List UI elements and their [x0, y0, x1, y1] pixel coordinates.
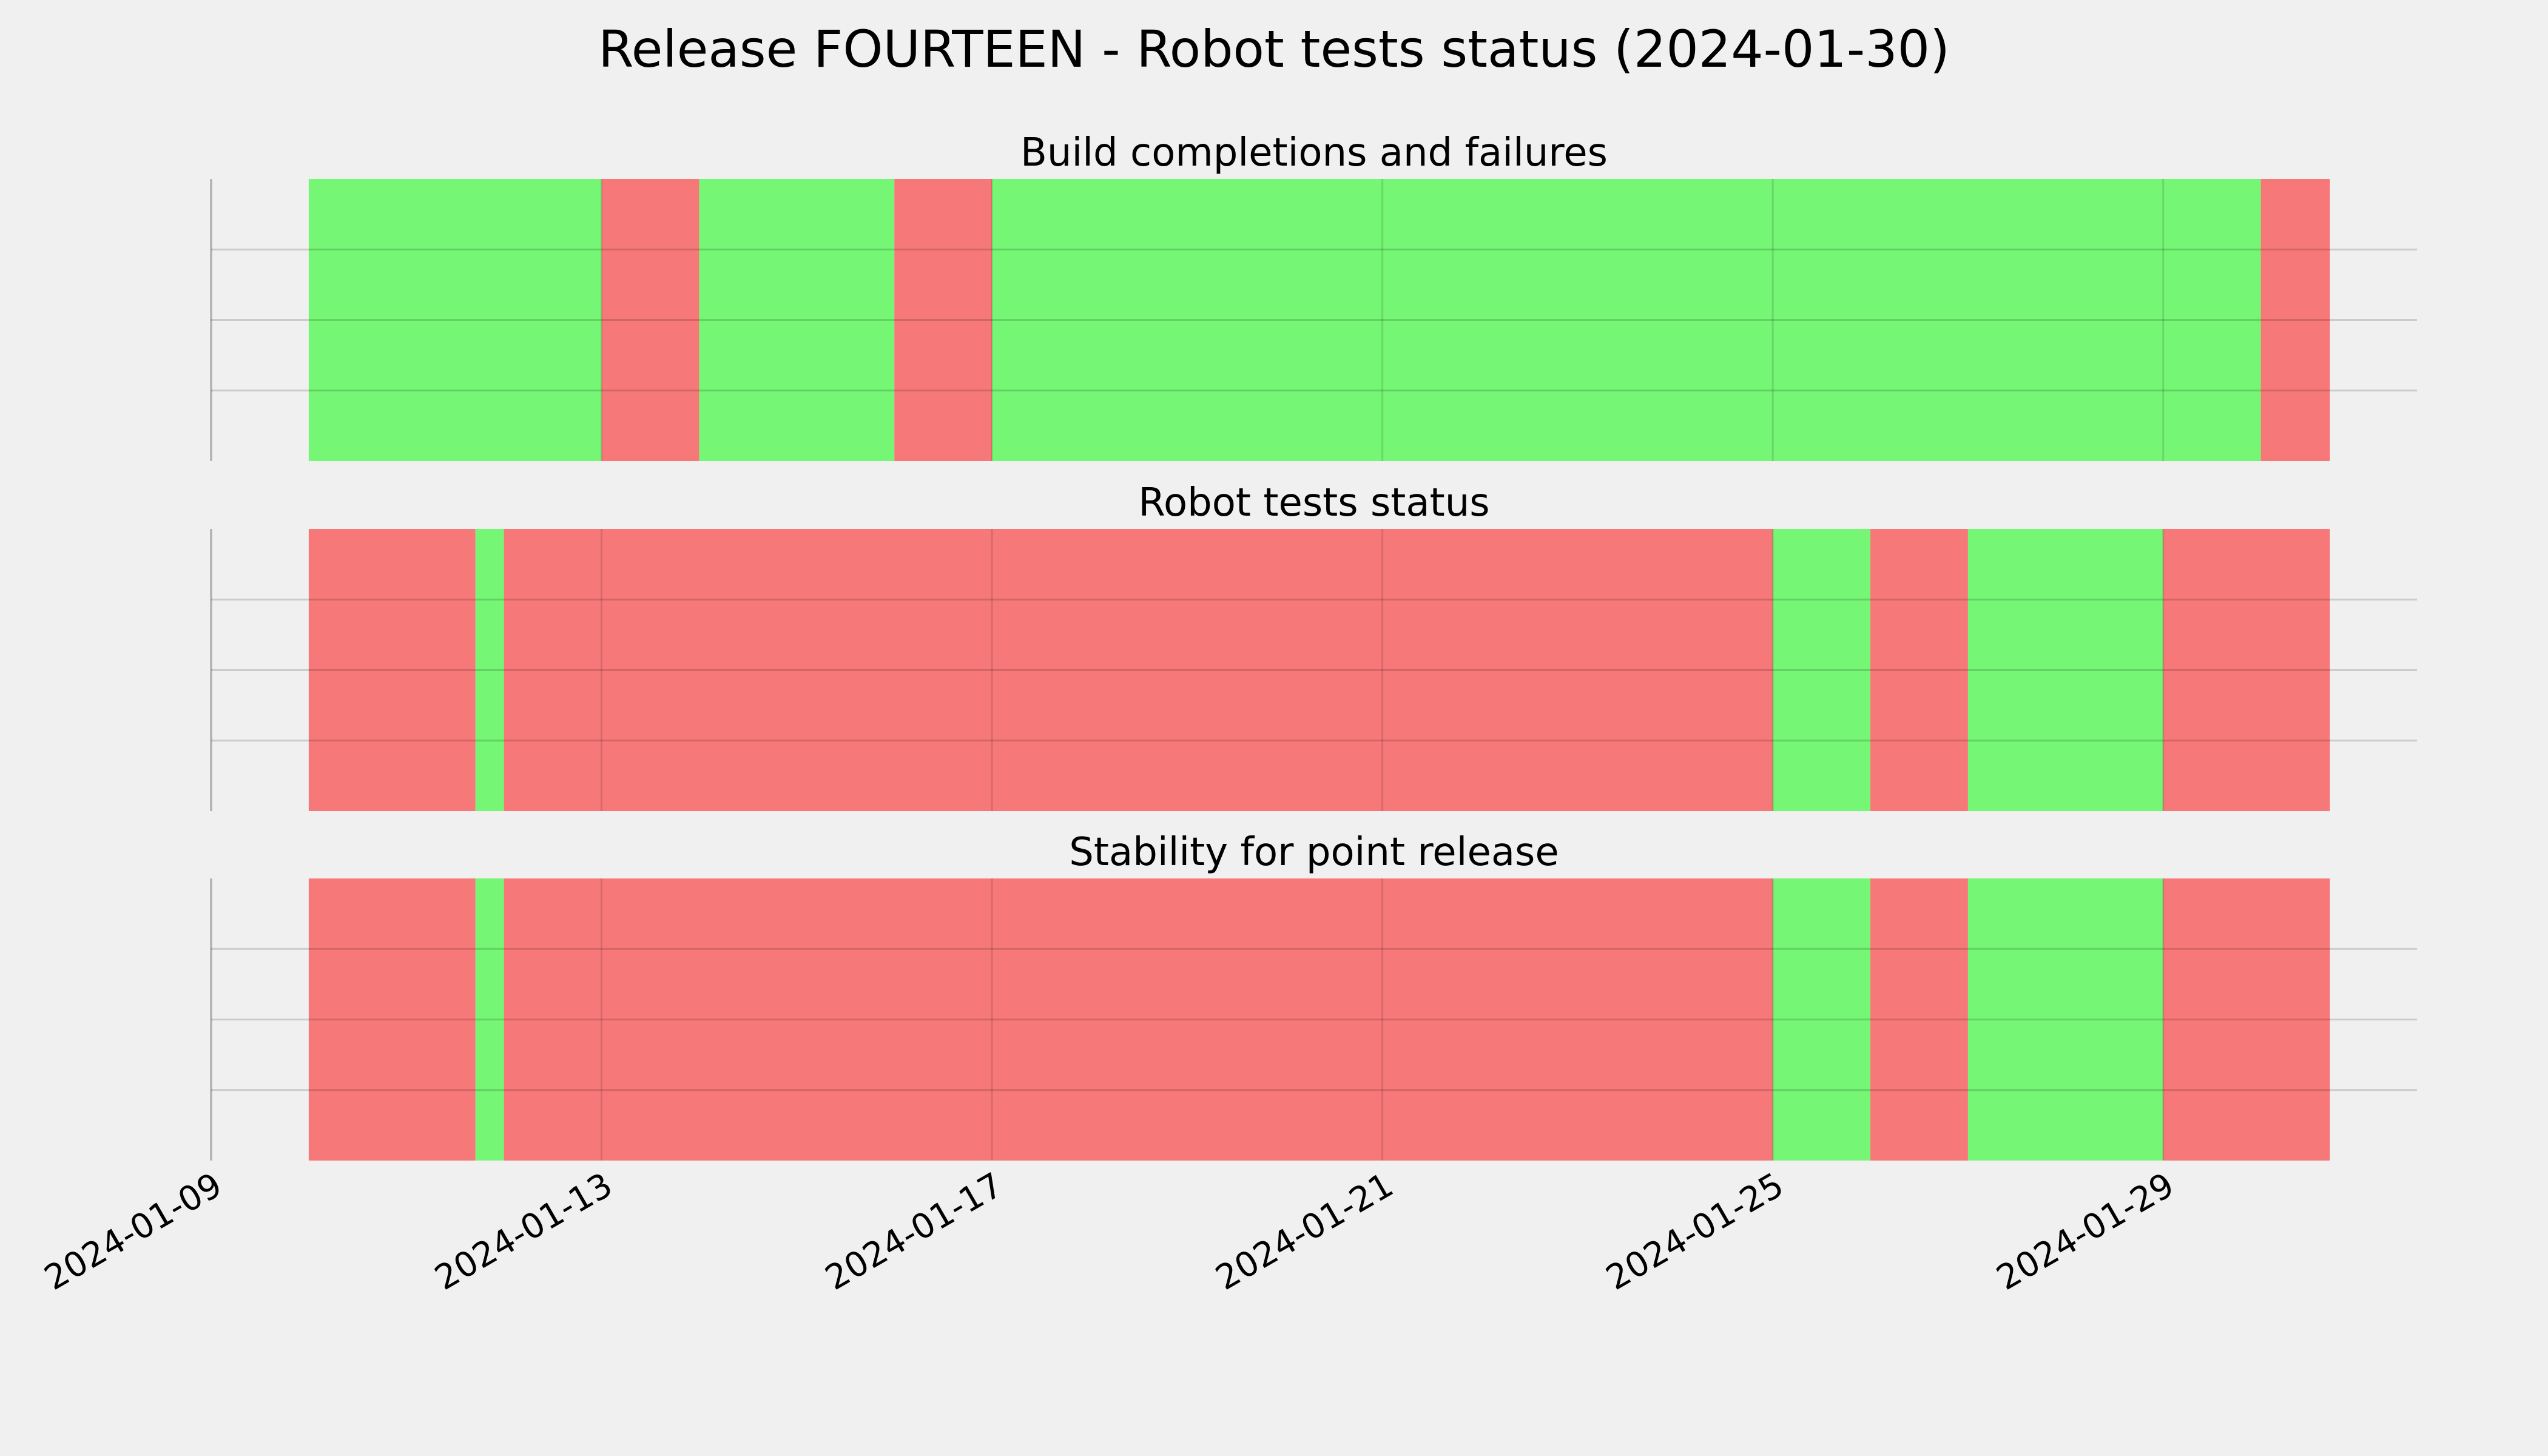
panel-title: Stability for point release: [1069, 830, 1559, 875]
status-segment-fail: [601, 179, 699, 461]
status-segment-fail: [1870, 878, 1968, 1161]
status-segment-fail: [2260, 179, 2330, 461]
status-segment-fail: [1870, 529, 1968, 811]
panel-title: Build completions and failures: [1020, 130, 1608, 175]
status-segment-pass: [1773, 529, 1871, 811]
status-segment-fail: [308, 878, 476, 1161]
panel-2: Robot tests status: [210, 480, 2417, 811]
panel-title: Robot tests status: [1138, 480, 1489, 525]
status-segment-pass: [699, 179, 895, 461]
status-segment-fail: [894, 179, 993, 461]
panels-group: Build completions and failures Robot test…: [210, 130, 2417, 1161]
status-segment-fail: [2163, 529, 2330, 811]
panel-1: Build completions and failures: [210, 130, 2417, 461]
status-segment-pass: [992, 179, 2261, 461]
status-segment-pass: [1967, 529, 2163, 811]
chart-title: Release FOURTEEN - Robot tests status (2…: [598, 19, 1950, 79]
status-segment-pass: [475, 878, 504, 1161]
status-segment-pass: [1967, 878, 2163, 1161]
status-segment-fail: [308, 529, 476, 811]
status-segment-fail: [504, 878, 1773, 1161]
status-segment-pass: [475, 529, 504, 811]
status-segment-pass: [1773, 878, 1871, 1161]
status-segment-pass: [308, 179, 602, 461]
panel-3: Stability for point release: [210, 830, 2417, 1161]
status-segment-fail: [504, 529, 1773, 811]
status-segment-fail: [2163, 878, 2330, 1161]
